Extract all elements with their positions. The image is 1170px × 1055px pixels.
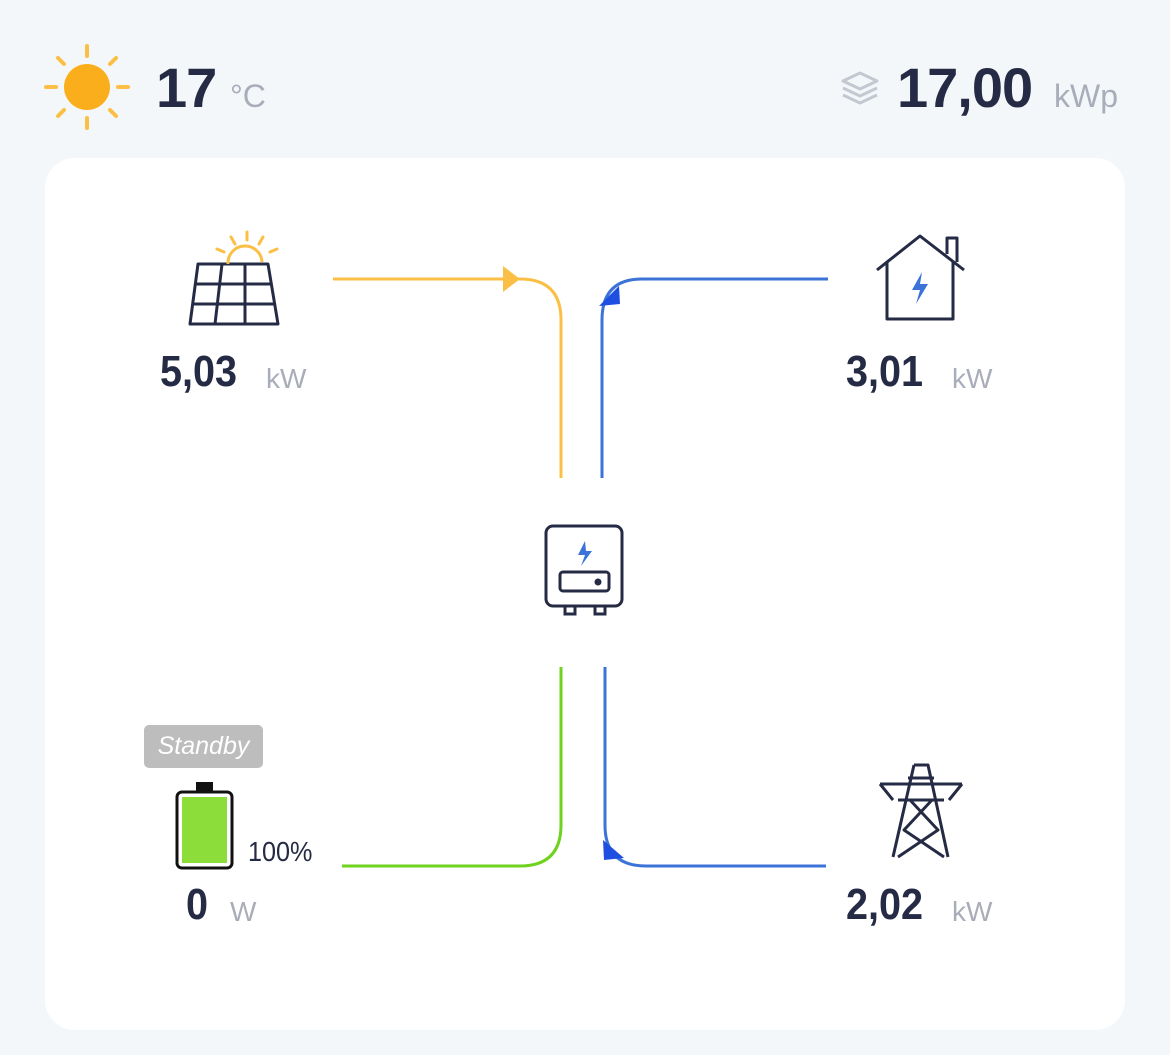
capacity-unit: kWp (1054, 78, 1118, 114)
battery-icon (175, 782, 234, 870)
grid-flow-line (603, 667, 826, 868)
temperature-unit: °C (230, 78, 266, 114)
grid-power-unit: kW (952, 896, 993, 927)
battery-power-unit: W (230, 896, 257, 927)
solar-panel-icon (188, 230, 280, 326)
power-tower-icon (878, 763, 964, 859)
battery-soc: 100% (248, 836, 313, 867)
battery-power-value: 0 (186, 880, 209, 929)
home-power-value: 3,01 (846, 347, 924, 396)
weather-sun-icon (44, 44, 130, 130)
solar-flow-line (333, 277, 563, 478)
solar-flow-arrow (503, 266, 520, 292)
grid-power-value: 2,02 (846, 880, 924, 929)
home-flow-arrow (599, 286, 620, 306)
solar-power-unit: kW (266, 363, 307, 394)
battery-flow-line (342, 667, 563, 868)
temperature-value: 17 (156, 56, 217, 119)
home-power-unit: kW (952, 363, 993, 394)
battery-status-badge: Standby (144, 725, 263, 768)
layers-icon (840, 70, 880, 106)
capacity-value: 17,00 (897, 56, 1033, 119)
house-icon (876, 234, 965, 321)
inverter-icon (544, 524, 624, 616)
home-flow-line (600, 277, 828, 478)
grid-flow-arrow (603, 840, 624, 860)
solar-power-value: 5,03 (160, 347, 238, 396)
